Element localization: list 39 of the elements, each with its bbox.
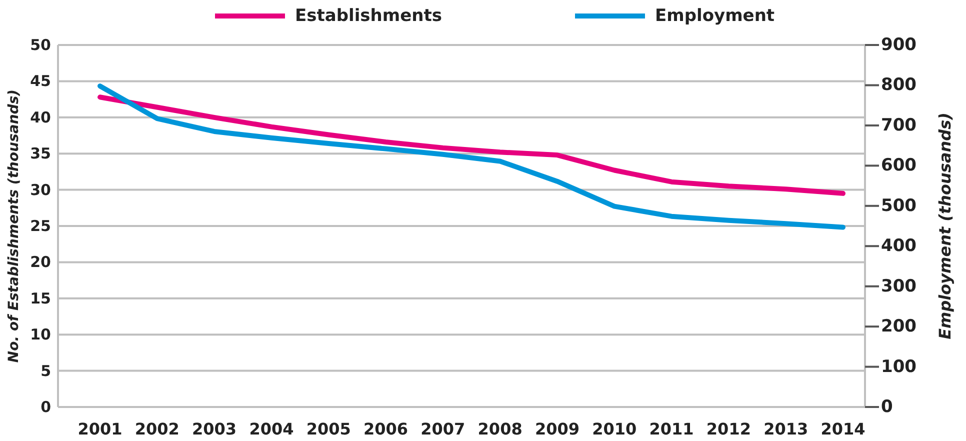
y2-tick-label: 900	[881, 35, 917, 55]
y-tick-label: 0	[40, 398, 51, 416]
y2-tick-label: 100	[881, 356, 917, 377]
x-tick-label: 2008	[478, 420, 522, 438]
x-tick-label: 2012	[706, 420, 751, 438]
y-tick-label: 5	[40, 362, 51, 380]
y2-tick-label: 700	[881, 115, 917, 136]
x-tick-label: 2004	[249, 420, 294, 438]
y-tick-label: 50	[30, 36, 51, 54]
x-tick-label: 2005	[306, 420, 351, 438]
y-tick-label: 20	[30, 253, 51, 272]
x-tick-label: 2007	[420, 420, 466, 438]
y-tick-label: 10	[30, 326, 51, 344]
x-tick-label: 2011	[649, 420, 694, 438]
x-tick-label: 2001	[78, 420, 122, 438]
y2-tick-label: 800	[881, 75, 917, 96]
x-tick-label: 2014	[820, 420, 866, 438]
y2-axis-title: Employment (thousands)	[936, 112, 954, 340]
y2-tick-label: 300	[881, 276, 917, 296]
y2-tick-label: 500	[881, 196, 917, 216]
y-axis-title: No. of Establishments (thousands)	[6, 89, 22, 363]
legend-label: Employment	[655, 6, 775, 26]
y2-tick-label: 0	[881, 397, 893, 417]
x-tick-label: 2003	[192, 420, 237, 438]
x-tick-label: 2002	[134, 420, 180, 438]
legend-label: Establishments	[295, 6, 442, 26]
x-tick-label: 2013	[764, 420, 808, 438]
y2-tick-label: 600	[881, 156, 917, 176]
y-tick-label: 15	[30, 289, 51, 308]
y-tick-label: 30	[30, 180, 51, 199]
y2-tick-label: 200	[881, 316, 917, 337]
x-tick-label: 2006	[364, 420, 408, 438]
y-tick-label: 40	[30, 108, 51, 126]
y-tick-label: 25	[30, 217, 51, 235]
x-tick-label: 2009	[534, 420, 580, 438]
x-tick-label: 2010	[592, 420, 637, 438]
y-tick-label: 45	[30, 72, 51, 90]
y2-tick-label: 400	[881, 236, 917, 256]
y-tick-label: 35	[30, 144, 51, 163]
